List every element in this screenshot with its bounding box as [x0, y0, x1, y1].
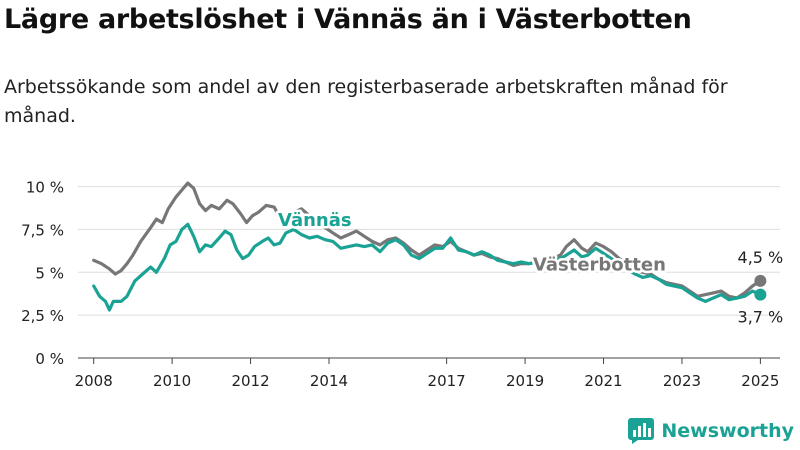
x-tick-label: 2010 [153, 372, 191, 390]
series-line-vasterbotten [92, 181, 762, 300]
x-tick-label: 2012 [231, 372, 269, 390]
chart-title: Lägre arbetslöshet i Vännäs än i Västerb… [4, 4, 692, 35]
x-tick-label: 2021 [584, 372, 622, 390]
bar-chart-logo-icon [628, 418, 655, 444]
series-end-point [754, 288, 767, 301]
y-tick-label: 5 % [35, 264, 64, 282]
newsworthy-logo: Newsworthy [628, 418, 794, 444]
y-tick-label: 2,5 % [21, 307, 64, 325]
x-tick-label: 2019 [506, 372, 544, 390]
y-tick-label: 10 % [26, 179, 64, 197]
y-tick-label: 7,5 % [21, 221, 64, 239]
grid-lines [78, 186, 780, 359]
end-value-label: 3,7 % [738, 308, 784, 327]
series-line-vannas [92, 222, 762, 312]
axes: 0 % 2,5 % 5 % 7,5 % 10 % 2008 2010 2012 2014 2017… [21, 179, 779, 390]
series-label-halo: Vännäs [278, 210, 352, 231]
end-value-label: 4,5 % [738, 248, 784, 267]
series-label-halo: Västerbotten [533, 255, 666, 276]
x-tick-label: 2023 [663, 372, 701, 390]
series-label: Västerbotten [533, 255, 666, 276]
series-lines [92, 181, 767, 312]
x-tick-label: 2025 [741, 372, 779, 390]
series-end-point [754, 274, 767, 287]
chart-subtitle: Arbetssökande som andel av den registerb… [4, 76, 728, 127]
series-label: Vännäs [278, 210, 352, 231]
brand-name: Newsworthy [661, 420, 794, 442]
x-tick-label: 2017 [428, 372, 466, 390]
x-tick-label: 2014 [310, 372, 348, 390]
y-tick-label: 0 % [35, 350, 64, 368]
x-tick-label: 2008 [75, 372, 113, 390]
